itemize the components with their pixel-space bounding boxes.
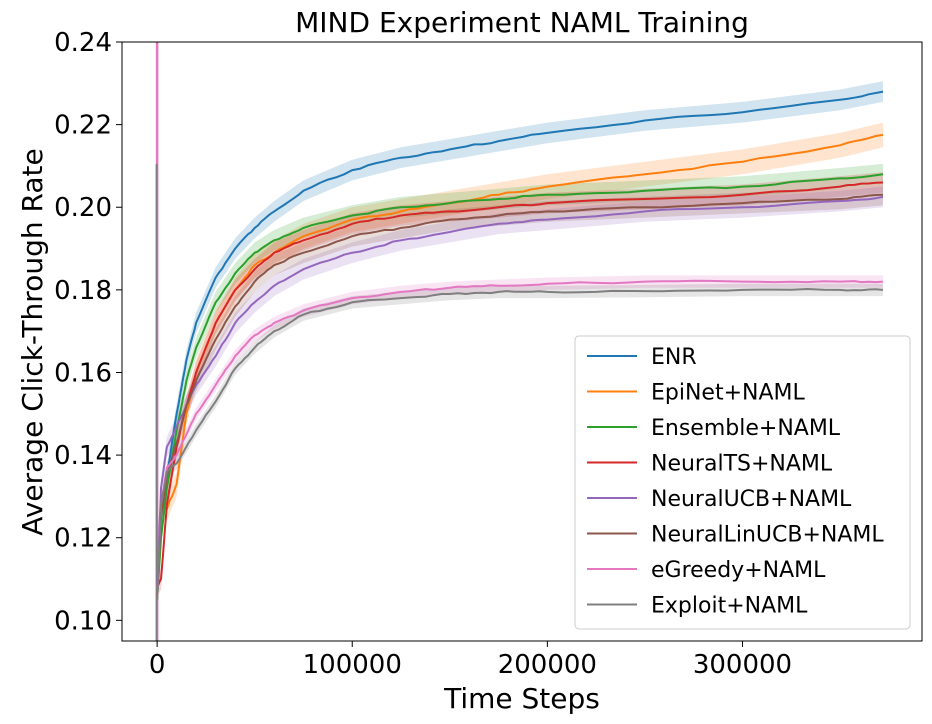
legend: ENR EpiNet+NAML Ensemble+NAML NeuralTS+NAML… bbox=[574, 335, 911, 630]
line-neurallinucb-naml bbox=[156, 193, 884, 596]
y-tick-label: 0.12 bbox=[54, 524, 112, 554]
legend-label-neuralts-naml: NeuralTS+NAML bbox=[651, 452, 833, 477]
y-tick-label: 0.22 bbox=[54, 111, 112, 141]
y-tick-label: 0.16 bbox=[54, 358, 112, 388]
plot-frame bbox=[121, 41, 923, 642]
legend-label-neuralucb-naml: NeuralUCB+NAML bbox=[651, 487, 852, 512]
x-tick-label: 0 bbox=[149, 650, 166, 680]
x-axis-ticks: 0 100000 200000 300000 bbox=[149, 641, 792, 680]
x-tick-label: 100000 bbox=[303, 650, 402, 680]
line-egreedy-naml bbox=[156, 279, 884, 600]
legend-label-ensemble-naml: Ensemble+NAML bbox=[651, 416, 841, 441]
line-neuralucb-naml bbox=[156, 195, 884, 588]
line-enr bbox=[156, 90, 884, 600]
initial-spikes bbox=[155, 42, 159, 641]
x-tick-label: 200000 bbox=[498, 650, 597, 680]
y-axis-ticks: 0.10 0.12 0.14 0.16 0.18 0.20 0.22 0.24 bbox=[54, 28, 122, 636]
y-tick-label: 0.14 bbox=[54, 441, 112, 471]
y-tick-label: 0.18 bbox=[54, 276, 112, 306]
legend-label-egreedy-naml: eGreedy+NAML bbox=[651, 558, 826, 583]
x-tick-label: 300000 bbox=[693, 650, 792, 680]
y-tick-label: 0.10 bbox=[54, 606, 112, 636]
legend-label-enr: ENR bbox=[651, 345, 697, 370]
chart-title: MIND Experiment NAML Training bbox=[295, 6, 749, 39]
line-epinet-naml bbox=[156, 133, 884, 600]
legend-label-exploit-naml: Exploit+NAML bbox=[651, 594, 808, 619]
y-tick-label: 0.24 bbox=[54, 28, 112, 58]
y-axis-title: Average Click-Through Rate bbox=[16, 148, 49, 535]
x-axis-title: Time Steps bbox=[443, 682, 600, 715]
legend-box bbox=[574, 335, 911, 630]
line-neuralts-naml bbox=[156, 181, 884, 588]
y-tick-label: 0.20 bbox=[54, 193, 112, 223]
legend-label-epinet-naml: EpiNet+NAML bbox=[651, 381, 806, 406]
legend-label-neurallinucb-naml: NeuralLinUCB+NAML bbox=[651, 523, 884, 548]
line-exploit-naml bbox=[156, 288, 884, 600]
series-lines bbox=[156, 90, 884, 600]
